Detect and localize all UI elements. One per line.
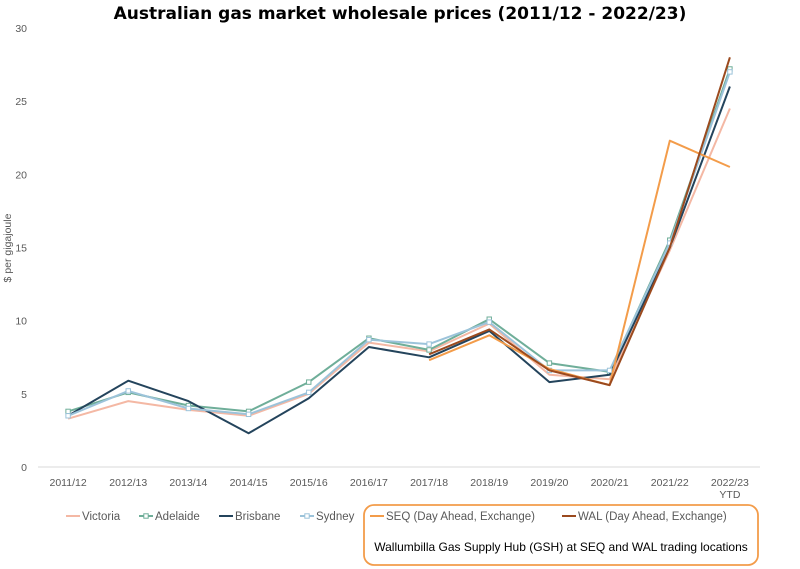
data-point-adelaide bbox=[65, 408, 71, 415]
data-point-sydney bbox=[125, 388, 131, 394]
data-point-sydney bbox=[486, 319, 492, 325]
gas-hub-legend-box bbox=[363, 504, 759, 566]
series-line-brisbane bbox=[67, 86, 731, 435]
legend-label-seq-day-ahead-exchange: SEQ (Day Ahead, Exchange) bbox=[386, 511, 535, 523]
x-tick-label: 2018/19 bbox=[470, 477, 508, 489]
data-point-sydney bbox=[366, 336, 372, 343]
data-point-sydney bbox=[65, 413, 71, 419]
x-tick-label: 2020/21 bbox=[591, 477, 629, 489]
series-line-victoria bbox=[67, 108, 731, 420]
legend-marker-sydney bbox=[304, 513, 310, 519]
chart-title: Australian gas market wholesale prices (… bbox=[113, 4, 687, 24]
gas-hub-annotation: Wallumbilla Gas Supply Hub (GSH) at SEQ … bbox=[374, 540, 748, 554]
data-point-sydney bbox=[727, 69, 733, 75]
series-line-seq-day-ahead-exchange bbox=[428, 139, 731, 387]
data-point-sydney bbox=[606, 367, 613, 374]
legend-label-sydney: Sydney bbox=[316, 511, 355, 523]
x-tick-label: 2014/15 bbox=[230, 477, 268, 489]
legend-label-victoria: Victoria bbox=[82, 511, 121, 523]
data-point-sydney bbox=[185, 405, 192, 412]
x-tick-label: 2022/23 YTD bbox=[711, 477, 749, 501]
x-tick-label: 2021/22 bbox=[651, 477, 689, 489]
y-axis-title: $ per gigajoule bbox=[2, 213, 14, 282]
series-line-adelaide bbox=[67, 68, 731, 413]
data-point-sydney bbox=[245, 411, 252, 418]
legend-label-adelaide: Adelaide bbox=[155, 511, 200, 523]
legend-marker-adelaide bbox=[143, 513, 149, 519]
data-point-sydney bbox=[426, 341, 432, 347]
y-tick-label: 25 bbox=[15, 96, 27, 108]
legend-label-brisbane: Brisbane bbox=[235, 511, 280, 523]
x-tick-label: 2016/17 bbox=[350, 477, 388, 489]
data-point-sydney bbox=[306, 389, 312, 396]
x-tick-label: 2012/13 bbox=[109, 477, 147, 489]
y-tick-label: 15 bbox=[15, 243, 27, 255]
series-lines bbox=[65, 56, 733, 435]
x-tick-labels: 2011/12 2012/13 2013/14 2014/15 2015/16 2016/… bbox=[49, 477, 749, 501]
x-tick-label: 2015/16 bbox=[290, 477, 328, 489]
y-tick-label: 30 bbox=[15, 23, 27, 35]
x-tick-label: 2017/18 bbox=[410, 477, 448, 489]
y-tick-labels: 0 5 10 15 20 25 30 bbox=[15, 23, 27, 474]
y-tick-label: 0 bbox=[21, 462, 27, 474]
series-line-wal-day-ahead-exchange bbox=[428, 56, 731, 387]
legend-label-wal-day-ahead-exchange: WAL (Day Ahead, Exchange) bbox=[578, 511, 727, 523]
y-tick-label: 5 bbox=[21, 389, 27, 401]
data-point-adelaide bbox=[306, 379, 312, 385]
data-point-adelaide bbox=[546, 360, 553, 366]
x-tick-label: 2011/12 bbox=[49, 477, 86, 489]
x-tick-label: 2019/20 bbox=[530, 477, 568, 489]
x-tick-label: 2013/14 bbox=[169, 477, 207, 489]
legend: Victoria Adelaide Brisbane Sydney SEQ (Day A… bbox=[66, 511, 727, 523]
y-tick-label: 20 bbox=[15, 169, 27, 181]
data-point-adelaide bbox=[426, 347, 432, 353]
y-tick-label: 10 bbox=[15, 316, 27, 328]
series-line-sydney bbox=[67, 71, 731, 417]
